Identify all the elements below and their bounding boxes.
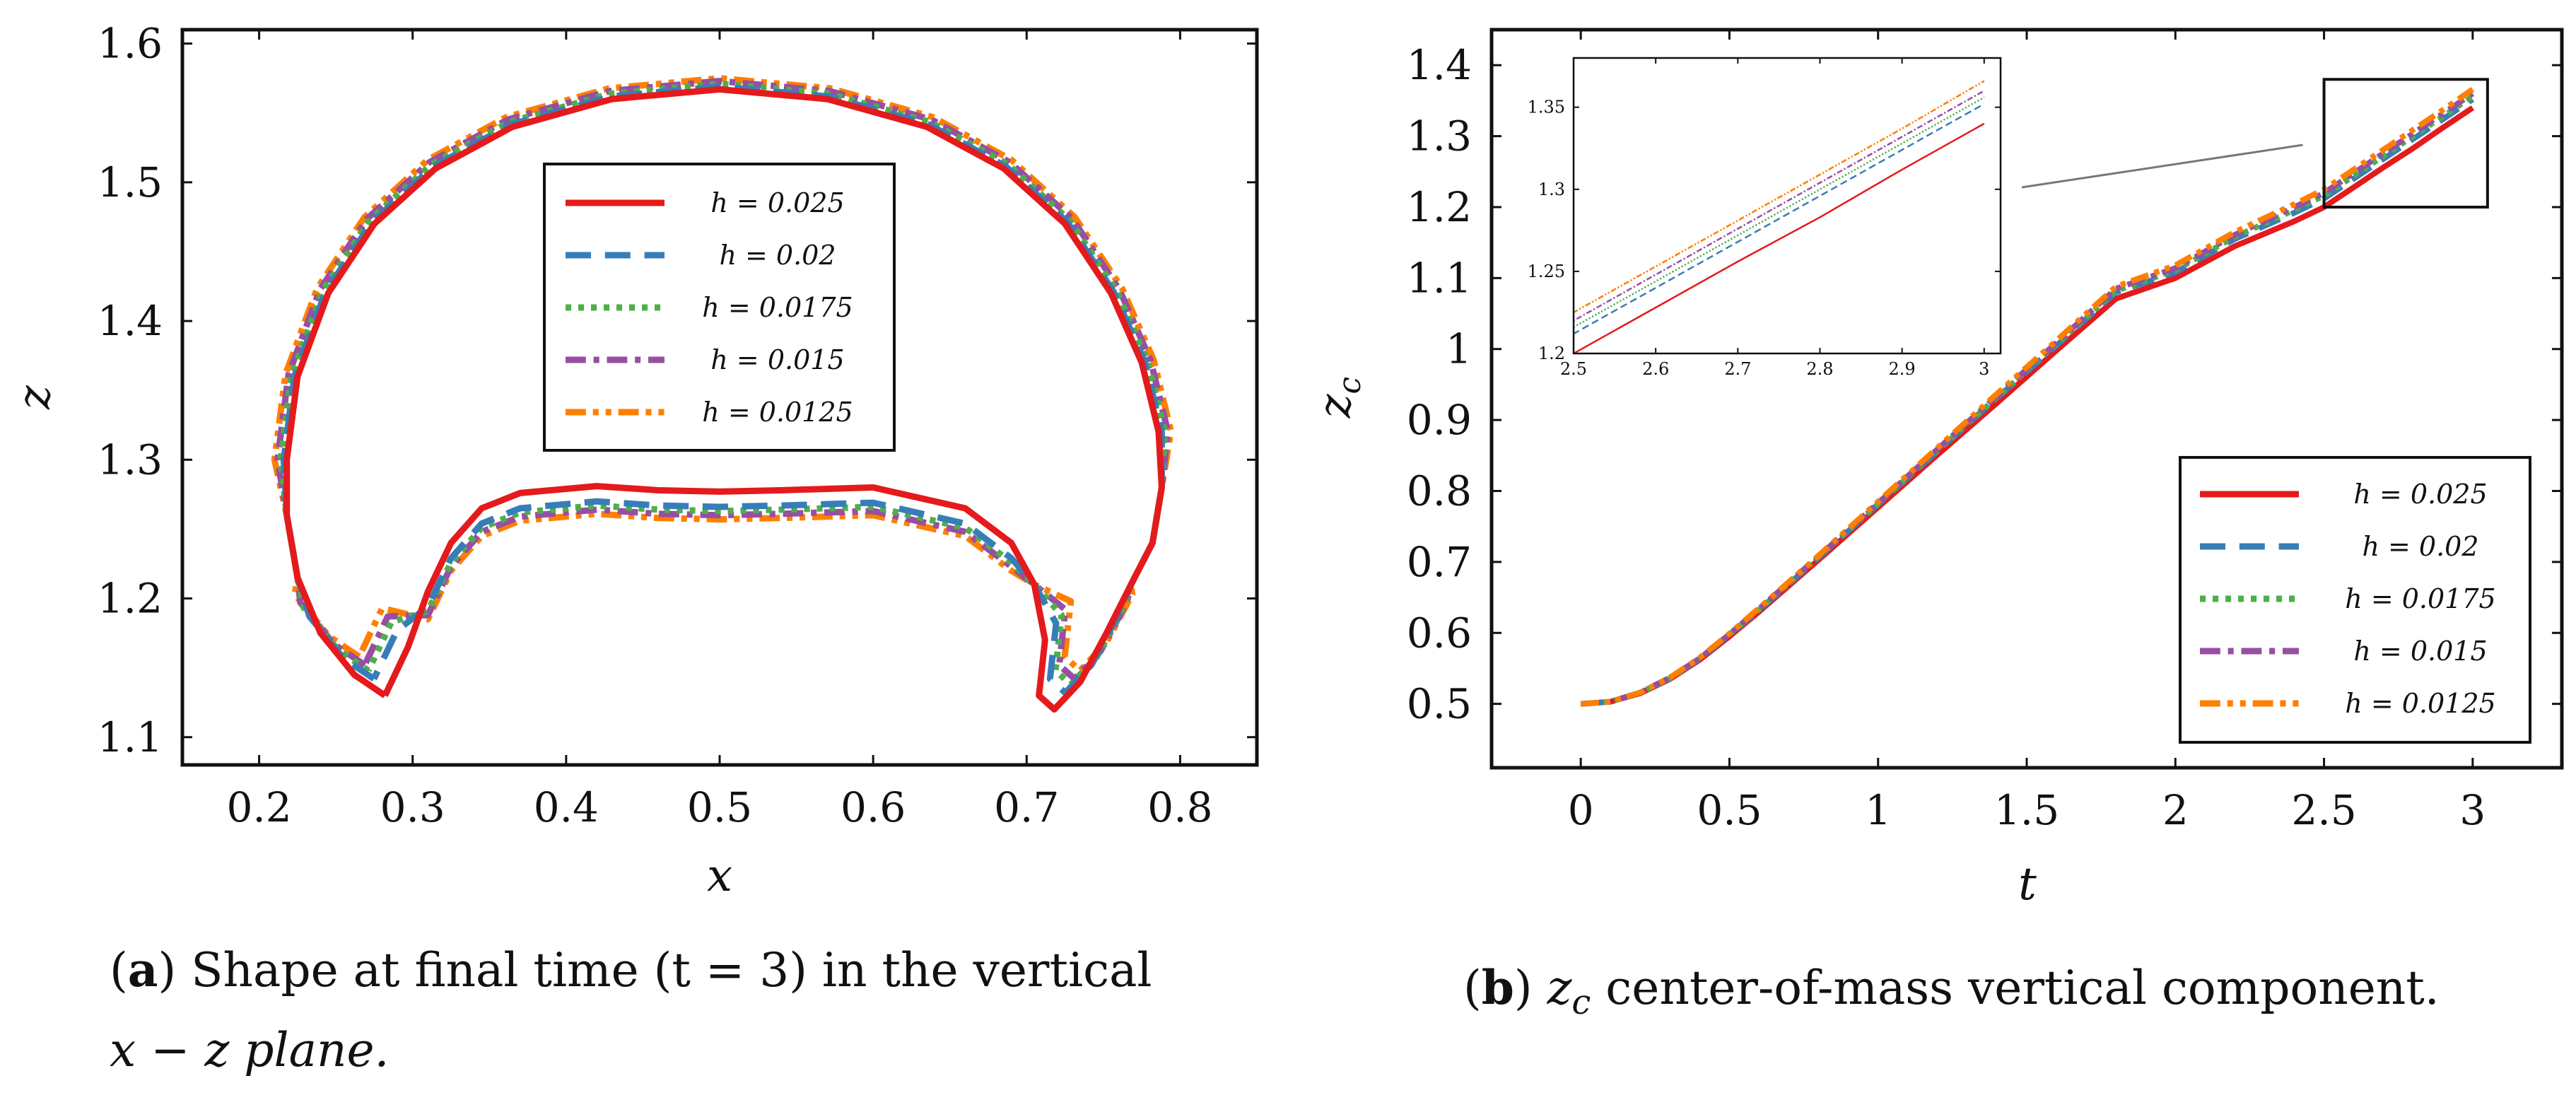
- panel-a-xtick-label: 0.2: [226, 783, 291, 831]
- panel-b-lines: [1580, 87, 2475, 707]
- inset-xtick-label: 2.5: [1560, 359, 1587, 379]
- contour-0015: [274, 78, 1171, 682]
- panel-b-legend-label: h = 0.02: [2362, 531, 2478, 562]
- inset-line-00175: [1574, 96, 1985, 329]
- panel-b-ytick-label: 1.2: [1407, 183, 1472, 231]
- panel-b-xtick-label: 2.5: [2291, 786, 2356, 834]
- panel-a-ticks: 0.2 0.3 0.4 0.5 0.6 0.7 0.8 1.1 1.2 1.3 1.4 1.5 1.6: [98, 20, 1257, 831]
- panel-b: 0 0.5 1 1.5 2 2.5 3 0.5 0.6 0.7 0.8 0.9 1 1.1 1.2 1.3 1.…: [1309, 28, 2564, 911]
- caption-b-text: center-of-mass vertical component.: [1591, 961, 2439, 1015]
- inset-line-0025: [1574, 122, 1985, 353]
- inset-ytick-label: 1.25: [1528, 262, 1565, 281]
- panel-a-legend-label: h = 0.015: [710, 344, 844, 375]
- panel-b-legend-label: h = 0.015: [2353, 636, 2487, 667]
- panel-a-ytick-label: 1.4: [98, 297, 163, 345]
- panel-b-ytick-label: 0.6: [1407, 609, 1472, 657]
- panel-b-xtick-label: 2: [2162, 786, 2189, 834]
- panel-b-ytick-label: 0.9: [1407, 396, 1472, 444]
- panel-b-xtick-label: 0.5: [1697, 786, 1762, 834]
- panel-a-ytick-label: 1.1: [98, 713, 163, 761]
- inset-ytick-label: 1.2: [1538, 344, 1565, 363]
- caption-b-z: z: [1533, 961, 1573, 1015]
- panel-a-xtick-label: 0.7: [994, 783, 1059, 831]
- panel-b-ytick-label: 0.5: [1407, 680, 1472, 728]
- inset-xtick-label: 3: [1979, 359, 1989, 379]
- panel-b-ytick-label: 1.1: [1407, 254, 1472, 302]
- panel-a-ytick-label: 1.2: [98, 575, 163, 623]
- inset-xtick-label: 2.7: [1724, 359, 1751, 379]
- panel-b-legend: h = 0.025 h = 0.02 h = 0.0175 h = 0.015 h = …: [2179, 456, 2531, 744]
- panel-b-ytick-label: 0.8: [1407, 467, 1472, 515]
- panel-b-inset: 2.5 2.6 2.7 2.8 2.9 3 1.2 1.25 1.3 1.35: [1528, 57, 2002, 379]
- inset-background: [1574, 58, 2001, 353]
- panel-b-xlabel: t: [2018, 858, 2037, 911]
- panel-b-ytick-label: 1: [1446, 325, 1472, 373]
- panel-b-legend-label: h = 0.025: [2353, 479, 2487, 510]
- inset-xtick-label: 2.9: [1889, 359, 1916, 379]
- panel-a-legend-label: h = 0.025: [710, 187, 844, 218]
- panel-a-ytick-label: 1.3: [98, 435, 163, 484]
- panel-b-zoom-box: [2021, 78, 2489, 209]
- panel-b-ytick-label: 1.3: [1407, 112, 1472, 160]
- panel-b-legend-label: h = 0.0175: [2345, 583, 2495, 614]
- inset-line-002: [1574, 103, 1985, 335]
- inset-ytick-label: 1.3: [1538, 180, 1565, 199]
- series-line-00125: [1580, 87, 2475, 707]
- panel-a-legend-label: h = 0.0125: [702, 397, 853, 428]
- inset-xtick-label: 2.8: [1806, 359, 1833, 379]
- caption-a-label: a: [128, 942, 158, 997]
- panel-a-legend: h = 0.025 h = 0.02 h = 0.0175 h = 0.015 h = …: [543, 163, 896, 452]
- panel-b-xtick-label: 1.5: [1994, 786, 2059, 834]
- panel-a-ytick-label: 1.5: [98, 158, 163, 206]
- panel-b-legend-label: h = 0.0125: [2345, 688, 2495, 719]
- caption-a-line2: x − z plane.: [110, 1023, 389, 1077]
- caption-b-label: b: [1482, 960, 1514, 1015]
- caption-b: (b) zc center-of-mass vertical component…: [1463, 960, 2440, 1022]
- panel-b-xtick-label: 0: [1568, 786, 1594, 834]
- panel-a: 0.2 0.3 0.4 0.5 0.6 0.7 0.81.11.21.31.41.51.6 …: [8, 20, 1259, 902]
- panel-b-ytick-label: 0.7: [1407, 538, 1472, 586]
- panel-a-legend-box: [543, 163, 896, 452]
- panel-a-xtick-label: 0.3: [380, 783, 445, 831]
- inset-line-0015: [1574, 90, 1985, 322]
- zoom-connector: [2021, 144, 2303, 189]
- panel-b-ylabel-z: z: [1309, 393, 1362, 419]
- panel-a-xtick-label: 0.6: [841, 783, 906, 831]
- caption-a-text1: Shape at final time (t = 3) in the verti…: [176, 943, 1152, 997]
- panel-a-xtick-label: 0.5: [687, 783, 752, 831]
- panel-a-xlabel: x: [707, 850, 732, 902]
- panel-a-ylabel: z: [8, 385, 61, 410]
- panel-a-legend-label: h = 0.02: [719, 240, 836, 271]
- caption-a-line1: (a) Shape at final time (t = 3) in the v…: [110, 942, 1152, 997]
- panel-b-ticks: 0 0.5 1 1.5 2 2.5 3 0.5 0.6 0.7 0.8 0.9 1 1.1 1.2 1.3 1.…: [1407, 30, 2562, 834]
- panel-a-legend-label: h = 0.0175: [702, 292, 853, 323]
- caption-b-sub: c: [1571, 983, 1591, 1022]
- inset-ytick-label: 1.35: [1528, 98, 1565, 117]
- panel-a-ytick-label: 1.6: [98, 20, 163, 68]
- panel-b-xtick-label: 3: [2459, 786, 2486, 834]
- panel-b-ytick-label: 1.4: [1407, 41, 1472, 89]
- inset-xtick-label: 2.6: [1642, 359, 1669, 379]
- panel-b-ylabel: zc: [1309, 377, 1368, 419]
- panel-a-contours: [271, 75, 1174, 713]
- contour-0025: [283, 86, 1165, 713]
- panel-b-xtick-label: 1: [1865, 786, 1891, 834]
- zoom-rectangle: [2322, 78, 2489, 209]
- panel-a-xtick-label: 0.8: [1147, 783, 1212, 831]
- inset-lines: [1574, 80, 1985, 353]
- panel-b-ylabel-sub: c: [1332, 377, 1368, 394]
- panel-a-xtick-label: 0.4: [534, 783, 599, 831]
- inset-frame: [1572, 57, 2002, 355]
